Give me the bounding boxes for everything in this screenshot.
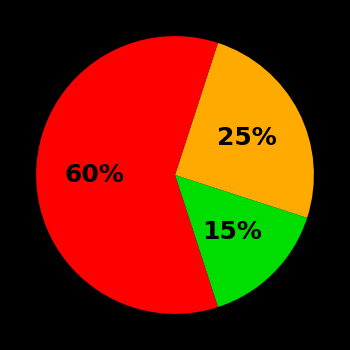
Wedge shape bbox=[175, 175, 307, 307]
Text: 25%: 25% bbox=[217, 126, 276, 150]
Text: 15%: 15% bbox=[202, 220, 262, 244]
Wedge shape bbox=[175, 43, 314, 218]
Text: 60%: 60% bbox=[64, 163, 124, 187]
Wedge shape bbox=[36, 36, 218, 314]
